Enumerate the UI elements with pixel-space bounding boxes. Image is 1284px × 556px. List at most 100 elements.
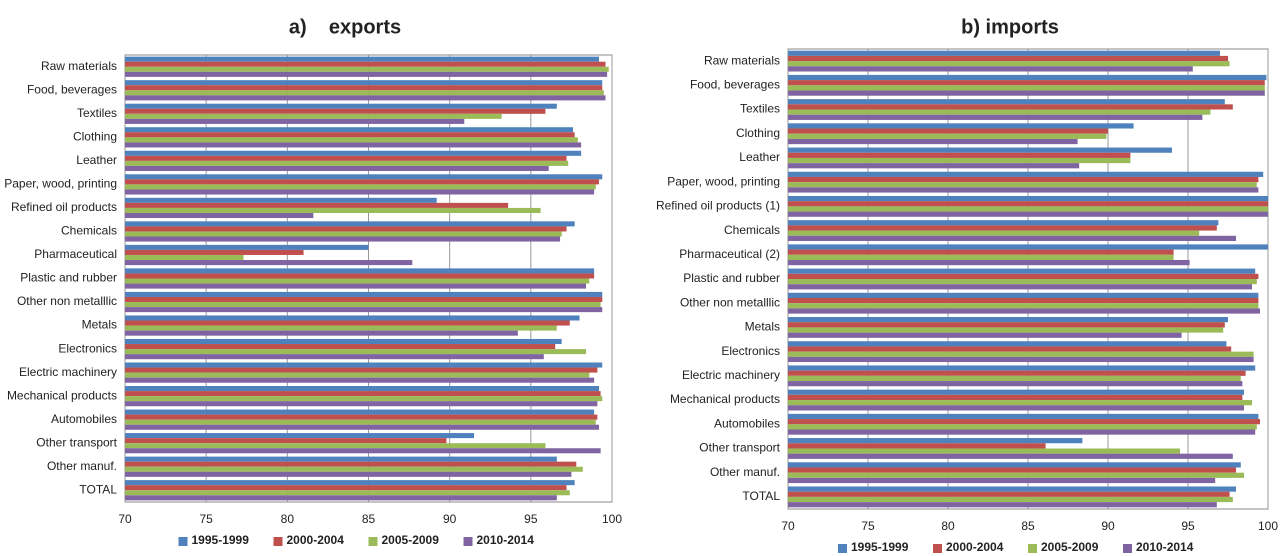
bar — [788, 443, 1046, 449]
x-tick-label: 100 — [602, 512, 622, 526]
bar — [788, 176, 1259, 183]
x-tick-label: 80 — [941, 519, 955, 533]
legend-label: 2005-2009 — [1041, 540, 1099, 554]
bar — [125, 137, 578, 143]
bar — [788, 298, 1259, 304]
bar — [788, 225, 1217, 231]
bar — [125, 160, 569, 166]
y-tick-label: Other non metalllic — [17, 294, 117, 308]
bar — [788, 496, 1233, 503]
bar — [125, 85, 603, 91]
bar — [125, 155, 567, 161]
bar — [788, 303, 1259, 309]
bar — [125, 127, 574, 133]
bar — [788, 438, 1083, 444]
bar — [125, 302, 601, 308]
legend-swatch — [1123, 544, 1132, 553]
bar — [788, 74, 1267, 81]
bar — [125, 471, 572, 477]
bar — [125, 349, 587, 355]
legend-label: 2000-2004 — [946, 540, 1004, 554]
bar — [125, 401, 598, 407]
bar — [125, 260, 413, 266]
x-tick-label: 70 — [781, 519, 795, 533]
bar — [788, 123, 1134, 129]
bar — [125, 273, 595, 279]
bar — [125, 207, 541, 213]
y-tick-label: Leather — [739, 150, 780, 164]
legend-swatch — [838, 544, 847, 553]
bar — [125, 443, 546, 449]
bar — [788, 104, 1233, 110]
bar — [125, 396, 603, 402]
bar — [125, 367, 598, 373]
bar — [125, 189, 595, 195]
y-tick-label: Paper, wood, printing — [4, 177, 117, 191]
bar — [788, 292, 1259, 299]
bar — [125, 197, 437, 203]
bar — [125, 113, 502, 119]
y-tick-label: Electronics — [58, 341, 117, 355]
bar — [788, 50, 1220, 56]
bar — [788, 206, 1268, 212]
y-tick-label: Clothing — [736, 126, 780, 140]
bar — [788, 220, 1219, 226]
y-tick-label: Mechanical products — [670, 392, 780, 406]
legend-label: 1995-1999 — [192, 533, 250, 547]
bar — [788, 128, 1108, 134]
bar — [788, 55, 1228, 62]
bar — [125, 330, 518, 336]
bar — [788, 152, 1131, 158]
y-tick-label: Food, beverages — [690, 77, 780, 91]
bar — [788, 486, 1236, 492]
bar — [788, 448, 1180, 454]
bar — [125, 268, 595, 274]
bar — [788, 429, 1256, 435]
bar — [125, 461, 577, 467]
bar — [125, 296, 603, 303]
bar — [788, 477, 1216, 484]
legend-swatch — [933, 544, 942, 553]
y-tick-label: Textiles — [77, 106, 117, 120]
bar — [788, 254, 1174, 260]
x-tick-label: 75 — [861, 519, 875, 533]
bar — [788, 365, 1256, 371]
bar — [125, 377, 595, 383]
bar — [125, 80, 603, 86]
bar — [788, 308, 1260, 314]
legend-label: 2000-2004 — [287, 533, 345, 547]
bar — [788, 230, 1200, 236]
bar — [125, 244, 369, 250]
bar — [788, 163, 1080, 169]
bar — [788, 85, 1265, 91]
bar — [788, 332, 1182, 338]
bar — [125, 165, 549, 171]
y-tick-label: Other non metalllic — [680, 295, 780, 309]
bar — [788, 322, 1225, 328]
bar — [125, 142, 582, 148]
bar — [788, 259, 1190, 266]
bar — [125, 391, 601, 397]
bar — [788, 195, 1268, 202]
y-tick-label: Metals — [745, 320, 780, 334]
bar — [125, 184, 596, 190]
bar — [788, 502, 1217, 508]
x-tick-label: 80 — [281, 512, 295, 526]
y-tick-label: Plastic and rubber — [683, 271, 780, 285]
bar — [125, 118, 465, 124]
bar — [788, 157, 1131, 164]
bar — [125, 354, 544, 360]
bar — [788, 171, 1264, 177]
bar — [788, 284, 1252, 290]
legend-label: 2010-2014 — [1136, 540, 1194, 554]
x-tick-label: 85 — [1021, 519, 1035, 533]
legend-label: 2010-2014 — [477, 533, 535, 547]
y-tick-label: Leather — [76, 153, 117, 167]
bar — [788, 375, 1241, 382]
y-tick-label: TOTAL — [79, 482, 117, 496]
bar — [788, 279, 1257, 285]
bar — [788, 346, 1232, 352]
bar — [788, 90, 1265, 96]
bar — [125, 231, 562, 237]
